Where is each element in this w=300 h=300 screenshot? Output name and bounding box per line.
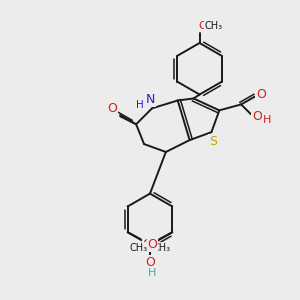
- Text: H: H: [148, 268, 156, 278]
- Text: O: O: [256, 88, 266, 101]
- Text: CH₃: CH₃: [204, 21, 223, 31]
- Text: O: O: [107, 102, 117, 115]
- Text: H: H: [136, 100, 144, 110]
- Text: CH₃: CH₃: [152, 243, 170, 253]
- Text: O: O: [198, 21, 207, 31]
- Text: O: O: [148, 238, 158, 250]
- Text: H: H: [263, 115, 271, 125]
- Text: N: N: [145, 93, 155, 106]
- Text: O: O: [252, 110, 262, 123]
- Text: O: O: [145, 256, 155, 269]
- Text: O: O: [142, 238, 152, 250]
- Text: S: S: [209, 135, 217, 148]
- Text: CH₃: CH₃: [130, 243, 148, 253]
